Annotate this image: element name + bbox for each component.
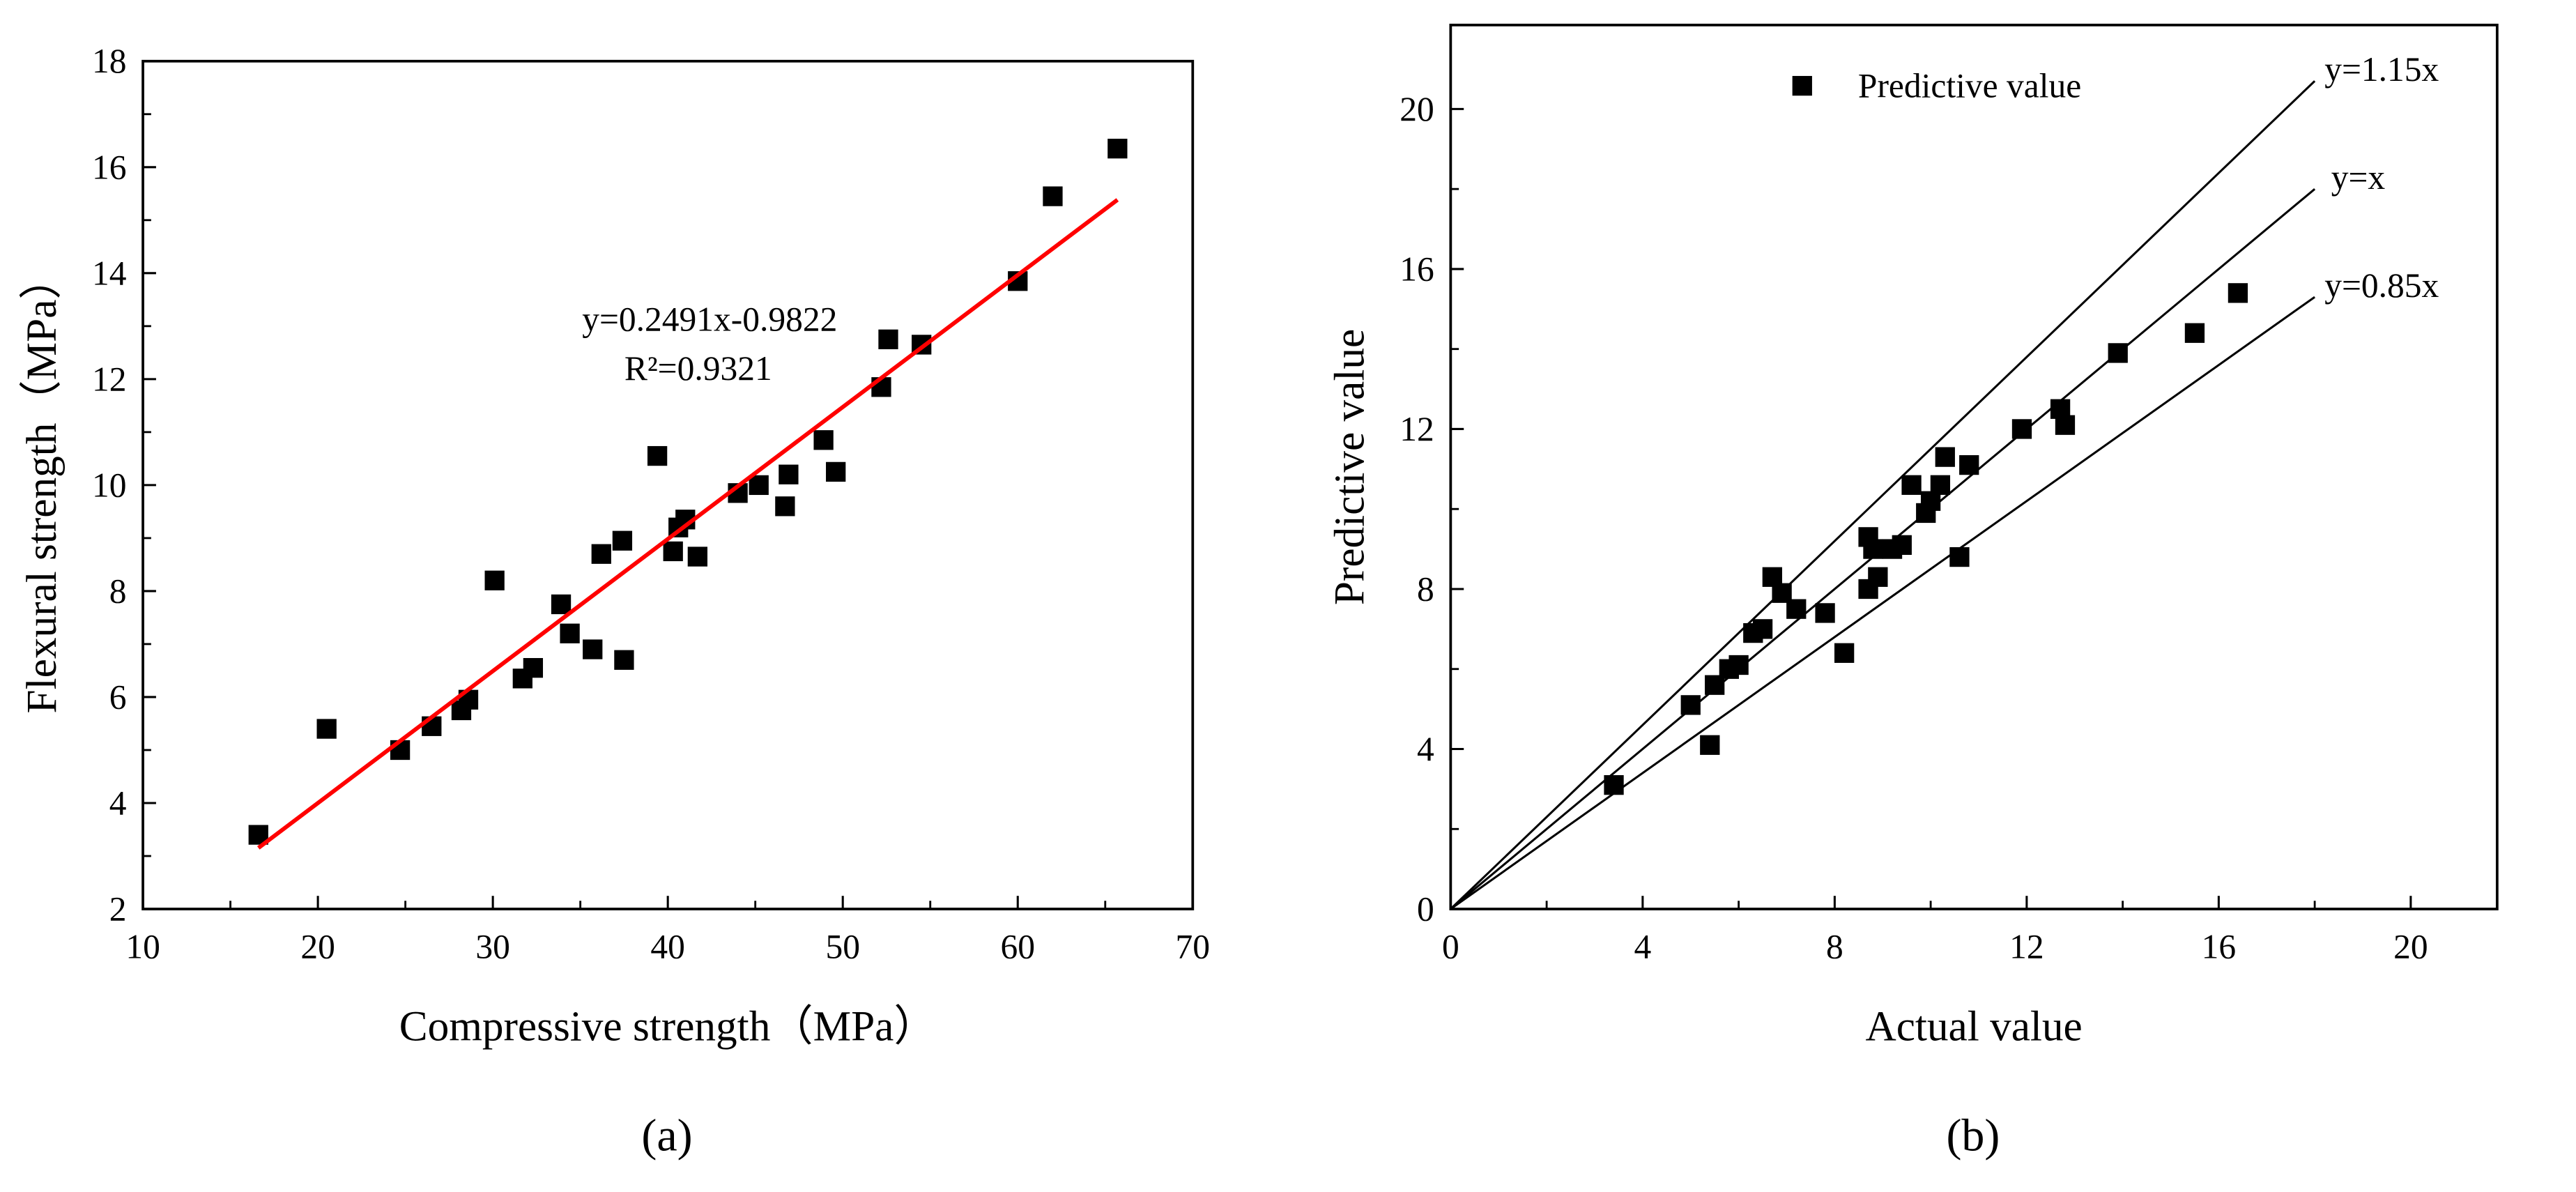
data-point (1949, 547, 1970, 567)
data-point (2055, 415, 2076, 435)
chart-b: 0 4 8 12 16 20 0 4 8 12 16 20 Actual value Predictive… (1326, 24, 2499, 1050)
y-axis-label: Predictive value (1326, 329, 1373, 605)
x-tick-label: 10 (125, 928, 160, 966)
y-tick-label: 16 (1400, 250, 1434, 288)
reference-line-label: y=0.85x (2324, 266, 2439, 305)
data-point (813, 430, 834, 450)
data-point (1604, 775, 1624, 795)
x-tick-label: 30 (475, 928, 510, 966)
x-tick-label: 60 (1001, 928, 1036, 966)
data-point (663, 541, 683, 562)
reference-line-label: y=x (2331, 158, 2386, 197)
data-point (614, 650, 634, 670)
data-point (591, 544, 611, 564)
data-point (1700, 735, 1720, 755)
data-point (2184, 323, 2205, 343)
y-tick-label: 18 (92, 42, 127, 80)
y-tick-label: 20 (1400, 90, 1434, 128)
data-point (647, 445, 668, 466)
y-tick-label: 0 (1417, 890, 1434, 929)
data-point (1863, 539, 1883, 559)
data-point (1930, 475, 1951, 495)
chart-a: 10 20 30 40 50 60 70 2 4 6 8 10 12 14 16 18 Compressive … (18, 42, 1210, 1050)
x-tick-label: 16 (2202, 928, 2237, 966)
panel-label-a: (a) (641, 1110, 692, 1161)
y-tick-label: 12 (1400, 410, 1434, 448)
reference-line (1450, 80, 2316, 910)
x-tick-label: 8 (1826, 928, 1843, 966)
y-tick-label: 8 (109, 572, 127, 610)
x-tick-label: 50 (825, 928, 860, 966)
data-point (749, 475, 769, 496)
data-point (2011, 419, 2032, 439)
fit-equation: y=0.2491x-0.9822 (582, 300, 837, 338)
y-tick-label: 12 (92, 360, 127, 398)
data-point (2228, 283, 2248, 303)
y-tick-label: 4 (109, 784, 127, 823)
x-axis-label: Actual value (1865, 1003, 2082, 1050)
fit-line (256, 198, 1119, 850)
y-tick-label: 14 (92, 254, 127, 292)
x-tick-label: 4 (1634, 928, 1651, 966)
data-point (484, 570, 505, 590)
y-tick-label: 16 (92, 148, 127, 186)
plot-frame (141, 59, 1195, 910)
data-point (1815, 603, 1835, 623)
y-tick-label: 10 (92, 466, 127, 504)
data-point (316, 719, 337, 739)
data-point (560, 623, 580, 643)
data-point (1043, 186, 1063, 206)
x-tick-label: 12 (2009, 928, 2044, 966)
panel-label-b: (b) (1946, 1110, 2000, 1161)
data-point (1901, 475, 1922, 495)
x-tick-label: 20 (300, 928, 335, 966)
data-point (523, 658, 544, 678)
data-point (1786, 599, 1807, 619)
data-point (1834, 643, 1855, 663)
reference-line (1450, 296, 2316, 910)
fit-r-squared: R²=0.9321 (624, 349, 772, 388)
legend-label: Predictive value (1858, 67, 2081, 105)
data-point (687, 547, 707, 567)
legend-marker (1792, 75, 1812, 96)
data-point (612, 530, 633, 551)
data-point (1107, 139, 1128, 159)
data-point (1935, 447, 1955, 467)
data-point (1959, 454, 1979, 475)
data-point (2108, 343, 2128, 363)
data-point (583, 639, 603, 659)
data-point (775, 496, 795, 517)
y-tick-label: 8 (1417, 570, 1434, 608)
data-point (826, 461, 846, 482)
y-tick-label: 6 (109, 678, 127, 716)
data-point (1728, 655, 1749, 675)
y-axis-label: Flexural strength（MPa） (18, 257, 66, 713)
data-point (1680, 695, 1701, 715)
x-axis-label: Compressive strength（MPa） (399, 1003, 937, 1050)
y-tick-label: 4 (1417, 730, 1434, 768)
x-tick-label: 70 (1176, 928, 1211, 966)
data-point (1868, 567, 1888, 587)
data-point (779, 464, 799, 484)
x-tick-label: 0 (1442, 928, 1459, 966)
data-point (1892, 535, 1912, 556)
reference-line-label: y=1.15x (2324, 50, 2439, 89)
data-point (878, 329, 898, 349)
data-point (1752, 619, 1773, 639)
data-point (551, 594, 572, 615)
plot-frame (1449, 24, 2499, 910)
y-tick-label: 2 (109, 890, 127, 929)
x-tick-label: 20 (2393, 928, 2428, 966)
x-tick-label: 40 (650, 928, 685, 966)
